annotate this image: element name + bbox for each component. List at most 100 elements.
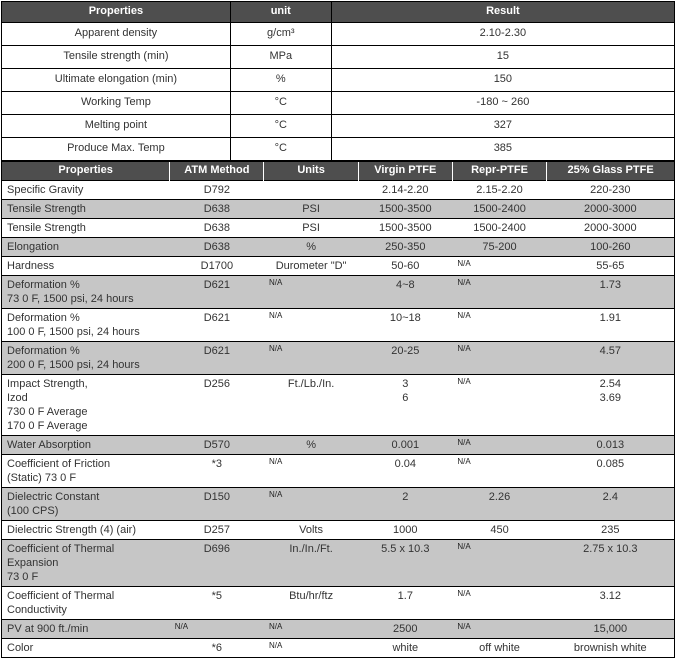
basic-properties-table: Properties unit Result Apparent density g/c… xyxy=(1,1,676,161)
table-cell: Tensile Strength xyxy=(1,199,170,219)
table-row: Dielectric Constant (100 CPS) D150 N/A 2 2.26… xyxy=(1,487,675,521)
table-cell: N/A xyxy=(452,256,547,276)
cell-line: Coefficient of Thermal Expansion xyxy=(7,543,115,569)
cell-line: 2.26 xyxy=(488,491,511,503)
table-cell: Tensile strength (min) xyxy=(1,45,231,69)
cell-line: g/cm³ xyxy=(267,27,295,39)
table-cell xyxy=(263,180,359,200)
table-cell: 1500-2400 xyxy=(452,199,547,219)
table-cell: 0.085 xyxy=(546,454,675,488)
cell-line: Ft./Lb./In. xyxy=(287,378,335,390)
cell-line: 5.5 x 10.3 xyxy=(381,543,430,555)
cell-line: *5 xyxy=(211,590,223,602)
table-cell: 2.10-2.30 xyxy=(330,22,676,46)
cell-line: 2.4 xyxy=(602,491,618,503)
cell-line: % xyxy=(275,73,286,85)
table-cell: % xyxy=(263,435,359,455)
cell-line: °C xyxy=(274,142,287,154)
table-cell: Btu/hr/ftz xyxy=(263,586,359,620)
column-header: 25% Glass PTFE xyxy=(546,161,675,181)
cell-line: -180 ~ 260 xyxy=(476,96,530,108)
cell-line: D621 xyxy=(203,312,230,324)
cell-line: Melting point xyxy=(84,119,148,131)
table-cell: 15,000 xyxy=(546,619,675,639)
cell-line: Btu/hr/ftz xyxy=(289,590,334,602)
table-cell: Coefficient of Thermal Expansion 73 0 F xyxy=(1,539,170,587)
cell-line: D256 xyxy=(203,378,230,390)
cell-line: Working Temp xyxy=(80,96,151,108)
cell-line: 75-200 xyxy=(482,241,517,253)
cell-line: 3.12 xyxy=(599,590,622,602)
cell-line: % xyxy=(306,241,316,253)
table-cell: -180 ~ 260 xyxy=(330,91,676,115)
cell-line: D570 xyxy=(203,439,230,451)
table-cell: 5.5 x 10.3 xyxy=(358,539,453,587)
table-cell: D150 xyxy=(169,487,264,521)
cell-line: 4~8 xyxy=(395,279,415,291)
table-cell: off white xyxy=(452,638,547,658)
table-cell: 0.013 xyxy=(546,435,675,455)
cell-line: Properties xyxy=(58,164,113,176)
table-cell: 0.001 xyxy=(358,435,453,455)
cell-line: N/A xyxy=(268,278,283,287)
table-cell: N/A xyxy=(452,435,547,455)
table-cell: 250-350 xyxy=(358,237,453,257)
header-row: Properties unit Result xyxy=(1,1,676,23)
cell-line: Hardness xyxy=(7,260,55,272)
table-cell: N/A xyxy=(452,539,547,587)
table-cell: N/A xyxy=(452,619,547,639)
cell-line: 4.57 xyxy=(599,345,622,357)
cell-line: N/A xyxy=(268,641,283,650)
cell-line: 25% Glass PTFE xyxy=(567,164,654,176)
cell-line: Elongation xyxy=(7,241,59,253)
cell-line: Deformation % xyxy=(7,312,80,324)
cell-line: (Static) 73 0 F xyxy=(7,472,77,484)
table-cell: 1500-3500 xyxy=(358,218,453,238)
table-cell: Tensile Strength xyxy=(1,218,170,238)
table-cell: Ft./Lb./In. xyxy=(263,374,359,436)
cell-line: 385 xyxy=(493,142,513,154)
table-row: Tensile Strength D638 PSI 1500-3500 1500-240… xyxy=(1,218,675,238)
table-cell: N/A xyxy=(452,308,547,342)
detailed-properties-body: Specific Gravity D792 2.14-2.20 2.15-2.20 22… xyxy=(1,180,675,658)
table-cell: Impact Strength, Izod 730 0 F Average 170 0… xyxy=(1,374,170,436)
table-cell: % xyxy=(263,237,359,257)
table-cell: Color xyxy=(1,638,170,658)
cell-line: Virgin PTFE xyxy=(374,164,437,176)
table-cell: *6 xyxy=(169,638,264,658)
table-cell: 10~18 xyxy=(358,308,453,342)
cell-line: 2500 xyxy=(393,623,418,635)
table-cell: 1.7 xyxy=(358,586,453,620)
cell-line: 100-260 xyxy=(590,241,631,253)
cell-line: Repr-PTFE xyxy=(471,164,528,176)
cell-line: 2.14-2.20 xyxy=(382,184,429,196)
cell-line: Tensile Strength xyxy=(7,203,86,215)
cell-line: N/A xyxy=(457,259,471,268)
cell-line: 730 0 F Average xyxy=(7,406,88,418)
cell-line: Impact Strength, xyxy=(7,378,88,390)
cell-line: 1500-2400 xyxy=(473,203,526,215)
column-header: Virgin PTFE xyxy=(357,161,453,181)
table-cell: 150 xyxy=(330,68,676,92)
cell-line: 10~18 xyxy=(389,312,421,324)
cell-line: 100 0 F, 1500 psi, 24 hours xyxy=(7,326,140,338)
cell-line: Tensile Strength xyxy=(7,222,86,234)
table-cell: D638 xyxy=(169,218,264,238)
cell-line: N/A xyxy=(268,457,283,466)
table-cell: N/A xyxy=(452,374,547,436)
cell-line: D150 xyxy=(203,491,230,503)
table-cell: brownish white xyxy=(546,638,675,658)
cell-line: Coefficient of Friction xyxy=(7,458,111,470)
cell-line: 50-60 xyxy=(391,260,420,272)
table-row: Color *6 N/A white off white brownish white xyxy=(1,638,675,658)
table-cell: 20-25 xyxy=(358,341,453,375)
cell-line: N/A xyxy=(457,622,471,631)
table-cell: 450 xyxy=(452,520,547,540)
cell-line: N/A xyxy=(457,542,471,551)
table-cell: D621 xyxy=(169,275,264,309)
table-cell: 50-60 xyxy=(358,256,453,276)
cell-line: Volts xyxy=(299,524,323,536)
table-cell: Deformation % 73 0 F, 1500 psi, 24 hours xyxy=(1,275,170,309)
